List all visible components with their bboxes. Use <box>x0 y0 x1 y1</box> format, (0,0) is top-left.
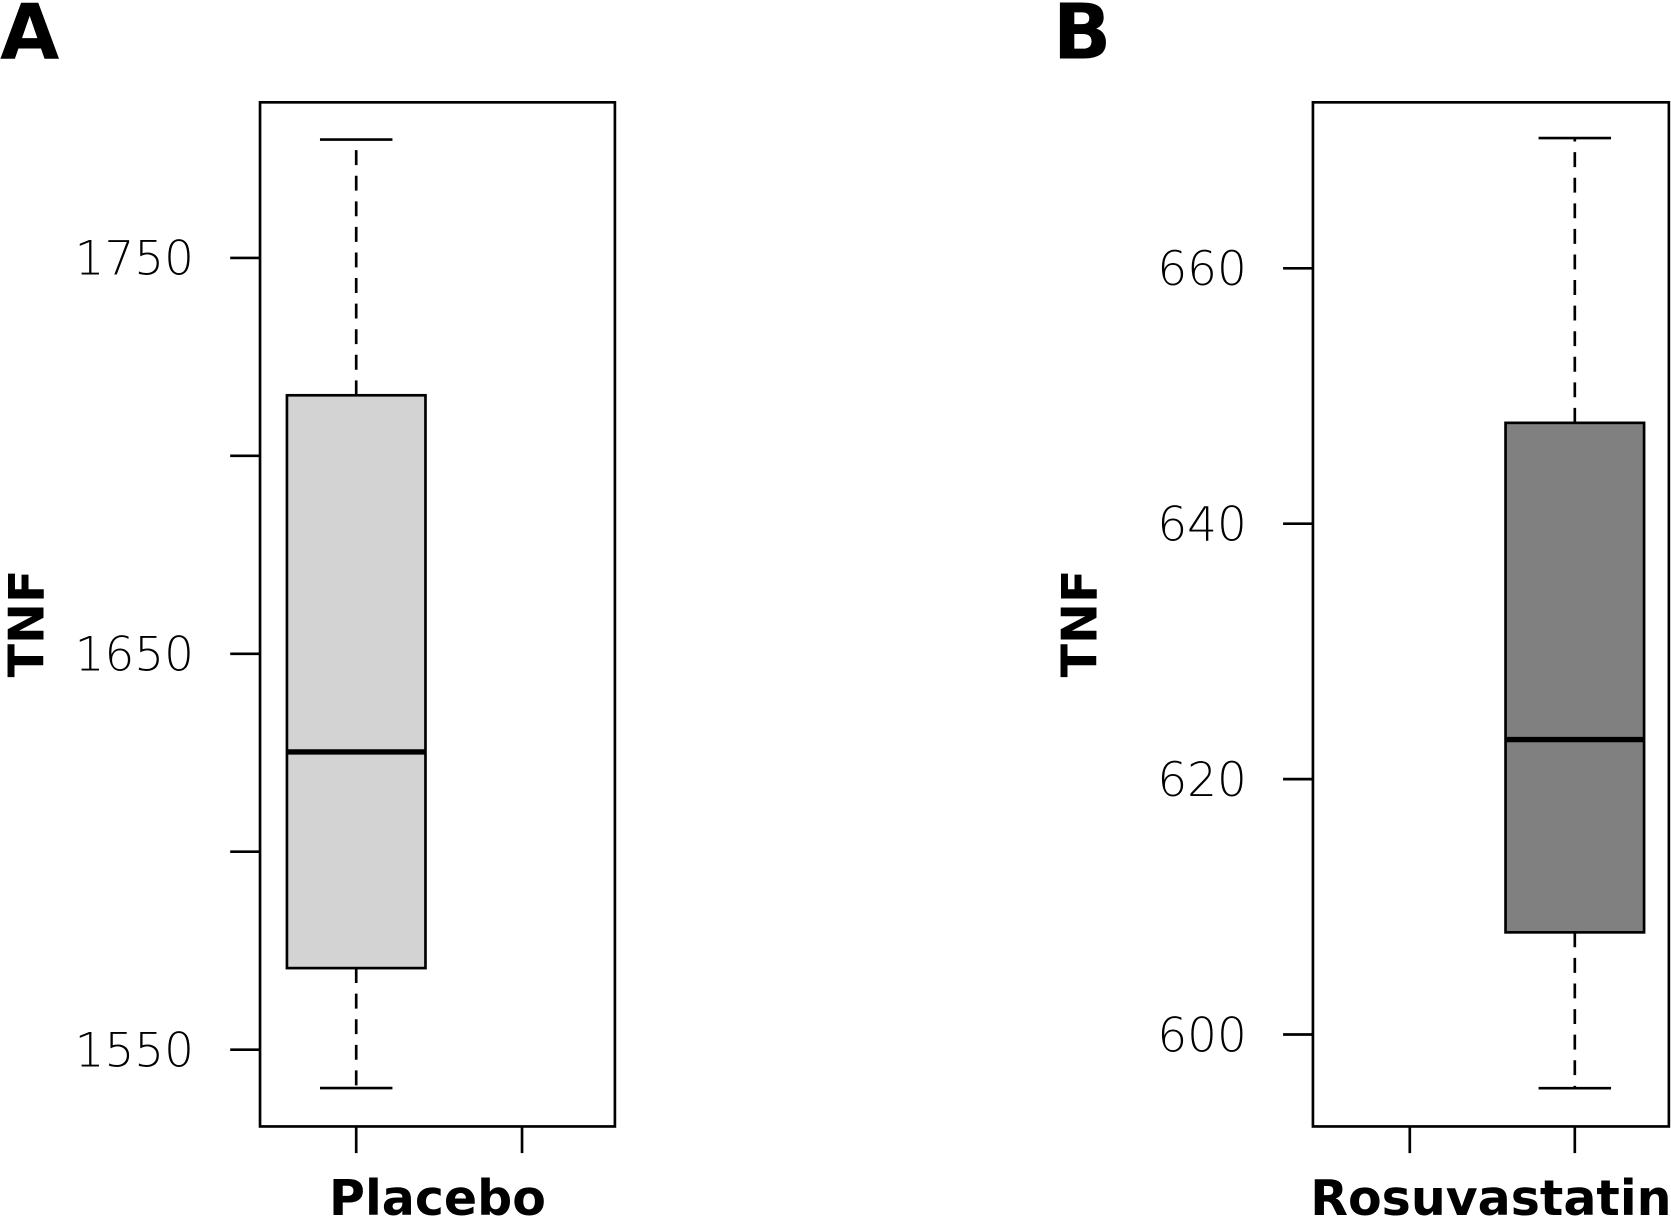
plot-frame <box>1311 100 1671 1128</box>
x-axis-label: Placebo <box>329 1169 546 1216</box>
y-tick-label: 640 <box>1157 497 1246 552</box>
y-tick-label: 1750 <box>75 232 194 287</box>
plot-frame <box>258 100 617 1128</box>
box <box>285 393 427 970</box>
y-axis-label: TNF <box>0 569 56 677</box>
box <box>1504 421 1646 934</box>
y-tick-label: 600 <box>1157 1008 1246 1063</box>
x-axis-label: Rosuvastatin <box>1310 1169 1671 1216</box>
y-tick-label: 1550 <box>75 1023 194 1078</box>
y-tick-label: 660 <box>1157 242 1246 297</box>
y-tick-label: 620 <box>1157 753 1246 808</box>
panel-label: A <box>0 0 59 78</box>
y-axis-label: TNF <box>1051 569 1109 677</box>
panel-label: B <box>1053 0 1111 78</box>
y-tick-label: 1650 <box>75 628 194 683</box>
